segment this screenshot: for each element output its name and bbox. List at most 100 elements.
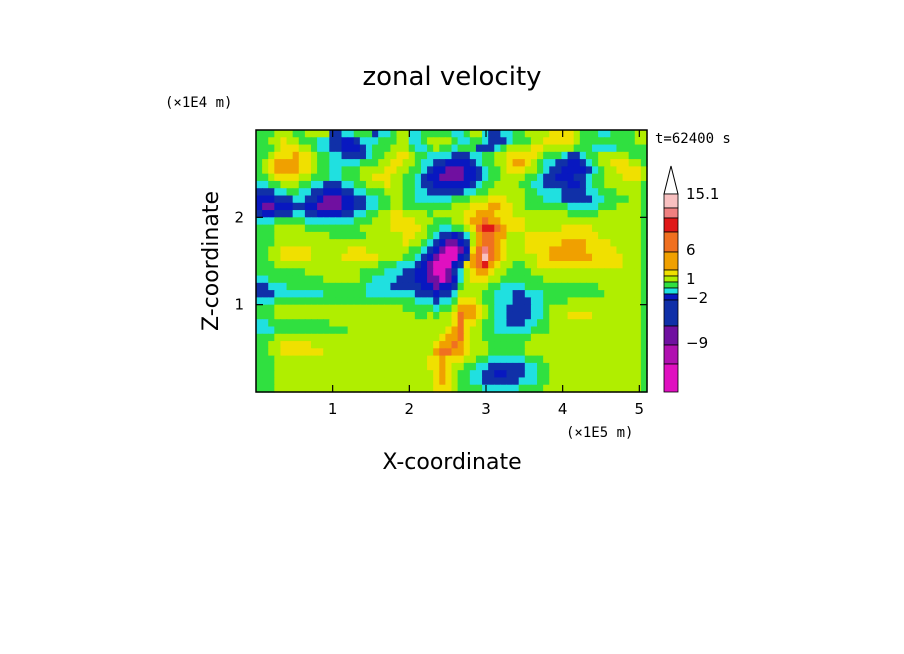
field-cell [451,297,459,306]
field-cell [537,333,544,342]
field-cell [396,231,404,240]
field-cell [347,151,355,160]
field-cell [500,261,508,269]
field-cell [396,275,404,284]
field-cell [439,130,446,138]
field-cell [420,326,428,335]
field-cell [488,180,495,189]
field-cell [274,137,282,146]
field-cell [396,282,404,291]
field-cell [506,268,514,277]
field-cell [359,151,367,160]
field-cell [420,231,428,240]
field-cell [640,166,648,175]
field-cell [390,159,398,167]
field-cell [408,290,416,298]
field-cell [378,224,385,233]
field-cell [359,282,367,291]
field-cell [414,130,422,138]
field-cell [372,253,379,262]
field-cell [567,195,575,204]
field-cell [280,231,288,240]
field-cell [610,290,618,298]
field-cell [402,224,410,233]
field-cell [475,384,483,393]
field-cell [598,246,605,255]
field-cell [561,253,569,262]
field-cell [280,239,288,248]
field-cell [512,384,520,393]
field-cell [408,384,416,393]
field-cell [598,297,605,306]
field-cell [610,195,618,204]
field-cell [304,130,312,138]
field-cell [567,246,575,255]
field-cell [286,261,294,269]
field-cell [543,173,550,182]
field-cell [573,231,581,240]
field-cell [622,311,630,320]
field-cell [622,210,630,218]
field-cell [634,341,642,349]
field-cell [323,311,330,320]
field-cell [451,333,459,342]
field-cell [372,384,379,393]
field-cell [634,202,642,211]
field-cell [286,326,294,335]
field-cell [567,224,575,233]
field-cell [463,290,471,298]
field-cell [420,304,428,313]
field-cell [616,282,624,291]
field-cell [573,188,581,197]
field-cell [537,297,544,306]
field-cell [537,304,544,313]
field-cell [604,290,611,298]
field-cell [427,202,434,211]
field-cell [445,377,453,386]
field-cell [317,275,324,284]
field-cell [323,304,330,313]
field-cell [304,370,312,379]
field-cell [310,224,318,233]
field-cell [482,282,489,291]
field-cell [549,144,556,153]
field-cell [622,173,630,182]
field-cell [384,311,392,320]
field-cell [390,239,398,248]
field-cell [286,202,294,211]
field-cell [469,173,477,182]
field-cell [347,326,355,335]
field-cell [567,362,575,371]
field-cell [549,217,556,226]
field-cell [378,130,385,138]
field-cell [286,224,294,233]
field-cell [616,297,624,306]
field-cell [488,173,495,182]
field-cell [433,151,440,160]
field-cell [274,275,282,284]
field-cell [579,130,587,138]
field-cell [365,173,373,182]
field-cell [335,151,343,160]
field-cell [256,166,263,175]
field-cell [329,348,337,357]
field-cell [573,202,581,211]
field-cell [585,377,593,386]
field-cell [353,348,361,357]
field-cell [537,202,544,211]
colorbar-segment [663,363,679,393]
field-cell [500,180,508,189]
field-cell [579,173,587,182]
field-cell [396,311,404,320]
field-cell [408,297,416,306]
field-cell [292,304,300,313]
field-cell [524,195,532,204]
field-cell [433,333,440,342]
field-cell [537,290,544,298]
field-cell [579,261,587,269]
field-cell [530,130,538,138]
field-cell [310,384,318,393]
field-cell [372,202,379,211]
field-cell [482,217,489,226]
field-cell [256,188,263,197]
